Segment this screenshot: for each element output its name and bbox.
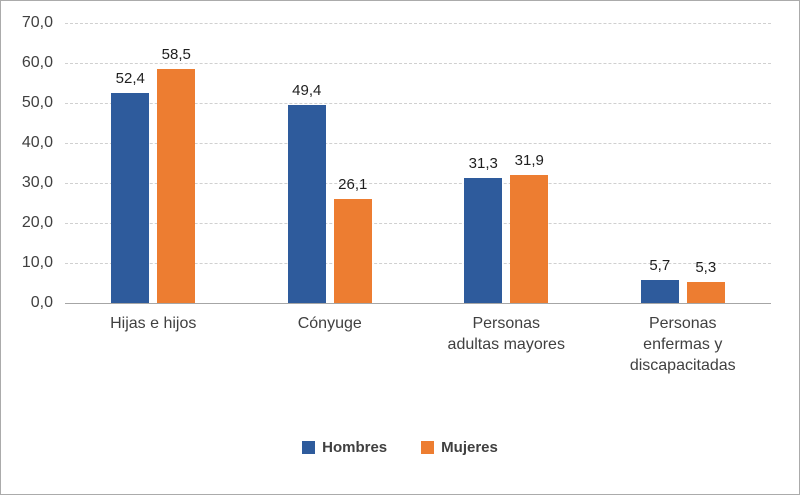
bar-mujeres-2	[510, 175, 549, 303]
gridline	[65, 262, 771, 264]
legend: Hombres Mujeres	[1, 439, 799, 456]
category-label: Personas enfermas y discapacitadas	[629, 315, 736, 374]
bar-mujeres-3	[686, 281, 725, 303]
gridline	[65, 182, 771, 184]
legend-item-hombres: Hombres	[302, 439, 387, 456]
y-tick-label: 40,0	[21, 134, 53, 151]
y-tick-label: 20,0	[21, 214, 53, 231]
legend-swatch-hombres	[302, 441, 316, 454]
bar-hombres-1	[287, 105, 326, 303]
y-tick-label: 60,0	[21, 54, 53, 71]
legend-swatch-mujeres	[421, 441, 435, 454]
bar-hombres-2	[464, 177, 503, 303]
data-label: 31,9	[514, 152, 544, 170]
y-tick-label: 0,0	[30, 294, 53, 311]
gridline	[65, 222, 771, 224]
category-label: Cónyuge	[297, 315, 362, 332]
gridline	[65, 142, 771, 144]
y-tick-label: 50,0	[21, 94, 53, 111]
y-tick-label: 30,0	[21, 174, 53, 191]
bar-mujeres-0	[157, 69, 196, 303]
y-tick-label: 10,0	[21, 254, 53, 271]
legend-label: Mujeres	[441, 439, 498, 456]
data-label: 52,4	[115, 70, 145, 88]
data-label: 5,7	[649, 257, 671, 275]
bar-mujeres-1	[333, 198, 372, 303]
category-label: Personas adultas mayores	[447, 315, 565, 353]
gridline	[65, 22, 771, 24]
bar-hombres-3	[640, 280, 679, 303]
data-label: 26,1	[338, 175, 368, 193]
legend-label: Hombres	[322, 439, 388, 456]
data-label: 58,5	[161, 46, 191, 63]
gridline	[65, 102, 771, 104]
y-tick-label: 70,0	[21, 14, 53, 31]
category-label: Hijas e hijos	[110, 315, 197, 332]
bar-hombres-0	[111, 93, 150, 303]
data-label: 5,3	[695, 258, 717, 276]
x-axis-line	[65, 302, 771, 304]
gridline	[65, 62, 771, 64]
legend-item-mujeres: Mujeres	[421, 439, 498, 456]
data-label: 49,4	[292, 82, 322, 100]
data-label: 31,3	[468, 154, 498, 172]
